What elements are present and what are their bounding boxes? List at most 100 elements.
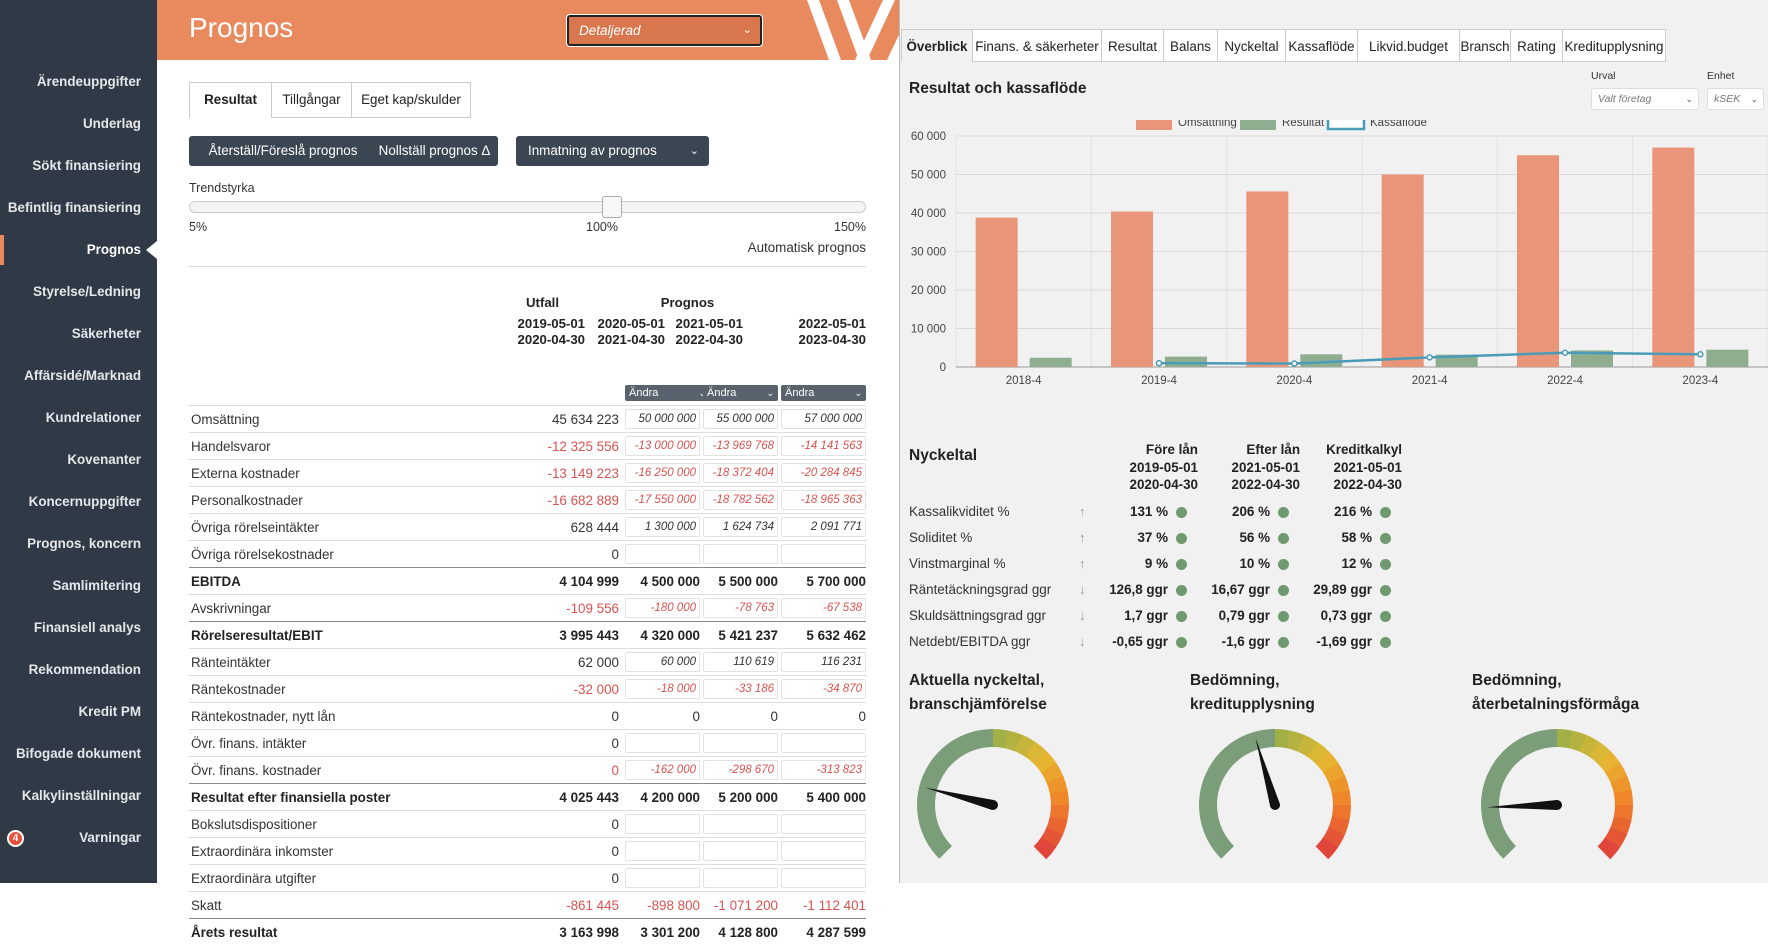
gauge-zone-risk [1034, 751, 1057, 774]
forecast-input[interactable]: -18 965 363 [781, 490, 866, 510]
sidebar-item-kredit-pm[interactable]: Kredit PM [78, 704, 142, 719]
tab-bransch[interactable]: Bransch [1459, 29, 1511, 62]
sidebar-item-kalkylinställningar[interactable]: Kalkylinställningar [21, 788, 141, 803]
forecast-input[interactable]: -13 000 000 [625, 436, 700, 456]
tab-rating[interactable]: Rating [1510, 29, 1563, 62]
forecast-input[interactable] [703, 814, 778, 834]
forecast-input[interactable]: 110 619 [703, 652, 778, 672]
tab-eget-kap-skulder[interactable]: Eget kap/skulder [351, 82, 471, 118]
view-select[interactable]: Detaljerad ⌄ [567, 15, 762, 46]
sidebar-item-bifogade-dokument[interactable]: Bifogade dokument [16, 746, 141, 761]
input-prognosis-dropdown[interactable]: Inmatning av prognos ⌄ [516, 136, 709, 166]
forecast-input[interactable]: 2 091 771 [781, 517, 866, 537]
tab-kreditupplysning[interactable]: Kreditupplysning [1562, 29, 1666, 62]
sidebar-item-prognos[interactable]: Prognos [86, 242, 141, 257]
actual-value: -12 325 556 [547, 439, 619, 454]
tab-nyckeltal[interactable]: Nyckeltal [1217, 29, 1286, 62]
ratio-column-header: Kreditkalkyl 2021-05-01 2022-04-30 [1302, 441, 1402, 494]
forecast-input[interactable]: 116 231 [781, 652, 866, 672]
forecast-input[interactable]: 60 000 [625, 652, 700, 672]
forecast-input[interactable]: -20 284 845 [781, 463, 866, 483]
sidebar-item-prognos-koncern[interactable]: Prognos, koncern [27, 536, 141, 551]
zero-prognosis-button[interactable]: Nollställ prognos Δ [371, 136, 498, 166]
forecast-input[interactable] [781, 814, 866, 834]
forecast-input[interactable]: -18 372 404 [703, 463, 778, 483]
andra-dropdown-2[interactable]: Ändra ⌄ [703, 385, 778, 401]
forecast-input[interactable] [703, 544, 778, 564]
forecast-input[interactable]: -18 782 562 [703, 490, 778, 510]
period-0-to: 2020-04-30 [517, 332, 585, 347]
tab-resultat[interactable]: Resultat [189, 82, 272, 118]
forecast-input[interactable]: -17 550 000 [625, 490, 700, 510]
forecast-input[interactable]: 1 300 000 [625, 517, 700, 537]
sidebar-item-kundrelationer[interactable]: Kundrelationer [45, 410, 141, 425]
sidebar-item-rekommendation[interactable]: Rekommendation [28, 662, 141, 677]
forecast-input[interactable]: -313 823 [781, 760, 866, 780]
trend-strength-slider[interactable] [189, 201, 866, 213]
forecast-input[interactable]: -13 969 768 [703, 436, 778, 456]
sidebar-item-varningar[interactable]: Varningar [79, 830, 141, 845]
forecast-input[interactable] [625, 868, 700, 888]
forecast-input[interactable] [781, 841, 866, 861]
forecast-input[interactable]: -78 763 [703, 598, 778, 618]
forecast-input[interactable]: -298 670 [703, 760, 778, 780]
tab-finans-säkerheter[interactable]: Finans. & säkerheter [972, 29, 1102, 62]
sidebar-item-koncernuppgifter[interactable]: Koncernuppgifter [28, 494, 141, 509]
forecast-input[interactable]: -18 000 [625, 679, 700, 699]
forecast-input[interactable]: -33 186 [703, 679, 778, 699]
sidebar-item-samlimitering[interactable]: Samlimitering [52, 578, 141, 593]
forecast-input[interactable]: 1 624 734 [703, 517, 778, 537]
forecast-input[interactable]: -180 000 [625, 598, 700, 618]
forecast-input[interactable]: 50 000 000 [625, 409, 700, 429]
slider-handle[interactable] [602, 196, 622, 218]
forecast-input[interactable]: 57 000 000 [781, 409, 866, 429]
forecast-input[interactable] [703, 733, 778, 753]
sidebar-item-finansiell-analys[interactable]: Finansiell analys [33, 620, 141, 635]
andra-dropdown-1[interactable]: Ändra⌄ [625, 385, 710, 401]
group-utfall: Utfall [526, 295, 559, 310]
key-ratio-value: 37 % [1137, 530, 1168, 545]
sidebar-item-kovenanter[interactable]: Kovenanter [67, 452, 141, 467]
forecast-input[interactable] [625, 544, 700, 564]
forecast-input[interactable] [781, 733, 866, 753]
forecast-value: 4 287 599 [806, 925, 866, 940]
tab-balans[interactable]: Balans [1163, 29, 1218, 62]
sidebar-item-befintlig-finansiering[interactable]: Befintlig finansiering [7, 200, 141, 215]
tab-överblick[interactable]: Överblick [901, 29, 973, 62]
sidebar-item-ärendeuppgifter[interactable]: Ärendeuppgifter [36, 74, 141, 89]
sidebar-item-affärsid-marknad[interactable]: Affärsidé/Marknad [24, 368, 141, 383]
status-dot [1176, 637, 1187, 648]
actual-value: -16 682 889 [547, 493, 619, 508]
enhet-select[interactable]: kSEK ⌄ [1707, 88, 1764, 110]
sidebar-item-säkerheter[interactable]: Säkerheter [71, 326, 141, 341]
tab-tillgangar[interactable]: Tillgångar [271, 82, 352, 118]
forecast-value: 0 [692, 709, 700, 724]
status-dot [1176, 533, 1187, 544]
reset-prognosis-button[interactable]: Återställ/Föreslå prognos [189, 136, 377, 166]
andra-dropdown-3[interactable]: Ändra ⌄ [781, 385, 866, 401]
forecast-input[interactable]: -16 250 000 [625, 463, 700, 483]
forecast-input[interactable] [625, 733, 700, 753]
gauge-zone-risk [1046, 816, 1068, 835]
sidebar-item-sökt-finansiering[interactable]: Sökt finansiering [32, 158, 141, 173]
forecast-input[interactable]: 55 000 000 [703, 409, 778, 429]
forecast-input[interactable] [781, 868, 866, 888]
key-ratio-label: Kassalikviditet % [909, 504, 1010, 519]
sidebar-item-styrelse-ledning[interactable]: Styrelse/Ledning [33, 284, 141, 299]
forecast-input[interactable]: -14 141 563 [781, 436, 866, 456]
forecast-input[interactable] [781, 544, 866, 564]
sidebar-item-underlag[interactable]: Underlag [82, 116, 141, 131]
arrow-down-icon: ↓ [1079, 634, 1086, 649]
forecast-input[interactable]: -162 000 [625, 760, 700, 780]
urval-select[interactable]: Valt företag ⌄ [1591, 88, 1699, 110]
tab-likvid-budget[interactable]: Likvid.budget [1357, 29, 1460, 62]
forecast-input[interactable] [625, 841, 700, 861]
forecast-input[interactable]: -34 870 [781, 679, 866, 699]
forecast-input[interactable] [625, 814, 700, 834]
tab-kassaflöde[interactable]: Kassaflöde [1285, 29, 1358, 62]
forecast-input[interactable] [703, 841, 778, 861]
tab-resultat[interactable]: Resultat [1101, 29, 1164, 62]
forecast-input[interactable] [703, 868, 778, 888]
forecast-input[interactable]: -67 538 [781, 598, 866, 618]
actual-value: 0 [611, 709, 619, 724]
